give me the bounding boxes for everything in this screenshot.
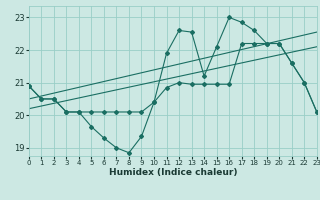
X-axis label: Humidex (Indice chaleur): Humidex (Indice chaleur) xyxy=(108,168,237,177)
